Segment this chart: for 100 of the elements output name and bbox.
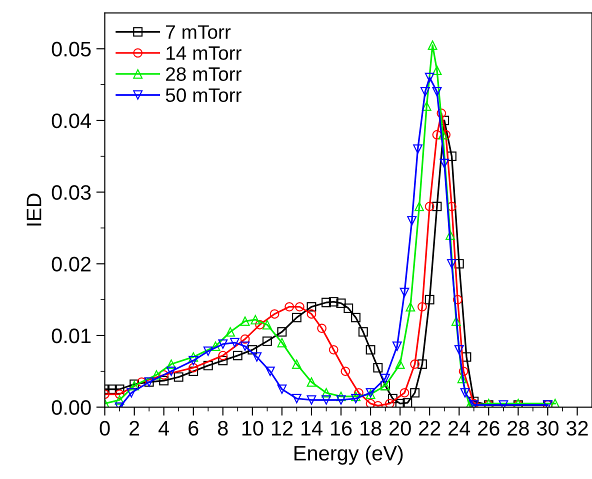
point: [438, 130, 448, 140]
point: [410, 359, 420, 369]
x-tick-label: 22: [419, 420, 440, 436]
point: [424, 202, 434, 212]
point: [454, 345, 464, 355]
point: [230, 338, 240, 348]
point: [292, 359, 302, 369]
point: [385, 398, 394, 408]
point: [498, 400, 508, 408]
point: [240, 316, 250, 326]
point: [340, 366, 350, 376]
point: [358, 327, 368, 337]
point: [322, 388, 331, 398]
point: [107, 384, 117, 394]
y-tick-label: 0.05: [52, 42, 91, 57]
point: [380, 374, 390, 384]
point: [413, 144, 423, 154]
x-axis-title: Energy (eV): [294, 445, 403, 465]
point: [407, 216, 417, 226]
point: [174, 372, 184, 382]
point: [218, 339, 228, 349]
x-tick-label: 4: [158, 421, 170, 436]
point: [366, 398, 376, 408]
point: [440, 158, 450, 168]
point: [410, 388, 420, 398]
point: [159, 370, 169, 380]
point: [451, 316, 461, 326]
x-tick-label: 18: [360, 420, 382, 436]
x-tick-label: 8: [218, 420, 228, 436]
point: [203, 346, 213, 356]
point: [414, 202, 424, 212]
point: [188, 366, 198, 376]
point: [460, 388, 470, 398]
point: [417, 359, 427, 369]
point: [406, 302, 416, 312]
point: [322, 395, 331, 405]
y-tick-label: 0.02: [52, 256, 91, 272]
x-tick-label: 20: [390, 420, 411, 436]
point: [420, 87, 430, 96]
point: [422, 101, 432, 111]
point: [152, 370, 162, 380]
y-tick-label: 0.01: [52, 328, 91, 344]
point: [306, 309, 316, 319]
point: [424, 294, 434, 304]
point: [366, 345, 376, 355]
point: [265, 366, 275, 376]
y-tick-label: 0.04: [52, 113, 91, 128]
point: [210, 342, 220, 351]
point: [336, 395, 346, 405]
x-tick-label: 24: [448, 420, 470, 436]
point: [432, 66, 442, 75]
point: [114, 395, 124, 405]
point: [402, 398, 412, 408]
x-tick-label: 10: [242, 420, 264, 436]
point: [458, 366, 468, 376]
x-tick-label: 32: [566, 420, 588, 436]
point: [292, 394, 302, 404]
point: [388, 394, 398, 404]
point: [428, 40, 438, 50]
point: [188, 356, 198, 366]
x-tick-label: 0: [100, 420, 110, 436]
point: [446, 230, 455, 240]
point: [240, 342, 250, 351]
point: [432, 130, 442, 140]
point: [417, 302, 427, 312]
legend-label: 14 mTorr: [166, 46, 242, 60]
point: [328, 345, 338, 355]
point: [159, 376, 169, 386]
point: [400, 288, 410, 298]
point: [126, 388, 136, 398]
point: [262, 336, 272, 346]
point: [447, 259, 456, 269]
point: [351, 312, 360, 322]
point: [188, 352, 198, 362]
point: [400, 388, 410, 398]
point: [436, 108, 446, 118]
point: [218, 356, 228, 366]
legend-label: 50 mTorr: [166, 88, 242, 102]
point: [395, 398, 405, 408]
x-tick-label: 30: [536, 420, 558, 436]
point: [114, 390, 124, 399]
point: [424, 72, 434, 82]
y-tick-label: 0.03: [52, 185, 91, 200]
point: [277, 338, 287, 348]
point: [270, 309, 280, 319]
x-tick-label: 6: [188, 420, 198, 436]
x-tick-label: 26: [478, 420, 500, 436]
point: [226, 327, 235, 337]
point: [294, 302, 304, 312]
point: [322, 298, 331, 308]
x-tick-label: 16: [331, 420, 352, 436]
point: [166, 359, 176, 369]
legend-label: 7 mTorr: [166, 25, 231, 39]
point: [203, 360, 213, 370]
point: [232, 350, 242, 360]
point: [292, 312, 302, 322]
point: [432, 202, 442, 212]
point: [306, 377, 316, 387]
point: [284, 302, 294, 312]
point: [392, 342, 402, 351]
